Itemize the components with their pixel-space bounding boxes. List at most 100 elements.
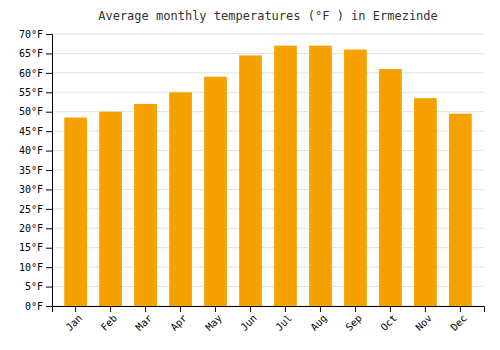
tick-mark (250, 306, 251, 312)
tick-label: Jun (238, 312, 259, 333)
tick-mark (46, 306, 52, 307)
tick-mark (46, 151, 52, 152)
tick-mark (46, 131, 52, 132)
tick-label: 5°F (25, 281, 43, 292)
tick-label: 45°F (19, 126, 43, 137)
tick-mark (46, 267, 52, 268)
tick: 60°F (19, 68, 52, 79)
tick: Oct (378, 306, 399, 333)
tick-mark (145, 306, 146, 312)
bars (64, 46, 472, 306)
tick-mark (75, 306, 76, 312)
tick: 0°F (25, 301, 52, 312)
tick-mark (46, 92, 52, 93)
tick: May (203, 306, 224, 333)
plot: 0°F 5°F 10°F 15°F 20°F 25°F 30°F 35°F 40°F 45°F 50… (19, 29, 485, 333)
tick-mark (46, 228, 52, 229)
tick: 5°F (25, 281, 52, 292)
tick: 10°F (19, 262, 52, 273)
tick-mark (285, 306, 286, 312)
bar (99, 112, 122, 306)
tick: Dec (448, 306, 469, 333)
tick: Sep (343, 306, 364, 333)
tick: 20°F (19, 223, 52, 234)
tick: Nov (413, 306, 434, 333)
axis-line (53, 307, 485, 313)
tick-label: 10°F (19, 262, 43, 273)
title: Average monthly temperatures (°F ) in Er… (98, 9, 438, 23)
tick: 70°F (19, 29, 52, 40)
tick: 55°F (19, 87, 52, 98)
y-axis: 0°F 5°F 10°F 15°F 20°F 25°F 30°F 35°F 40°F 45°F 50… (19, 29, 53, 312)
tick: Apr (168, 306, 189, 333)
tick-label: Apr (168, 312, 189, 333)
tick: 50°F (19, 106, 52, 117)
tick-mark (46, 189, 52, 190)
tick: Jan (64, 306, 85, 333)
tick: 65°F (19, 48, 52, 59)
tick-label: 55°F (19, 87, 43, 98)
grid-line (52, 53, 484, 54)
tick-mark (46, 209, 52, 210)
tick-mark (46, 112, 52, 113)
bar (204, 77, 227, 306)
tick-mark (110, 306, 111, 312)
tick: 25°F (19, 204, 52, 215)
tick-mark (46, 73, 52, 74)
tick-mark (355, 306, 356, 312)
tick-mark (46, 34, 52, 35)
tick: Aug (308, 306, 329, 333)
tick-mark (215, 306, 216, 312)
tick-mark (320, 306, 321, 312)
tick-label: 40°F (19, 145, 43, 156)
grid-line (52, 92, 484, 93)
tick-label: 35°F (19, 165, 43, 176)
tick-label: 60°F (19, 68, 43, 79)
tick-mark (390, 306, 391, 312)
tick: 40°F (19, 145, 52, 156)
tick-label: 25°F (19, 204, 43, 215)
tick-label: 15°F (19, 242, 43, 253)
tick-label: Oct (378, 312, 399, 333)
tick-label: 50°F (19, 106, 43, 117)
tick: 30°F (19, 184, 52, 195)
tick-label: 30°F (19, 184, 43, 195)
tick-label: May (203, 312, 224, 333)
tick: 45°F (19, 126, 52, 137)
tick-mark (460, 306, 461, 312)
bar (344, 50, 367, 306)
grid-line (52, 72, 484, 73)
x-axis: Jan Feb Mar Apr May Jun Jul Aug Sep Oct Nov Dec (53, 306, 485, 333)
tick-label: Dec (448, 312, 469, 333)
bar (64, 118, 87, 306)
tick-mark (46, 53, 52, 54)
tick: Feb (99, 306, 120, 333)
tick-mark (180, 306, 181, 312)
tick-label: 65°F (19, 48, 43, 59)
tick-mark (46, 170, 52, 171)
tick-label: Aug (308, 312, 329, 333)
tick-label: Jul (273, 312, 294, 333)
tick: 35°F (19, 165, 52, 176)
tick: 15°F (19, 242, 52, 253)
tick-mark (46, 248, 52, 249)
tick-label: Jan (64, 312, 85, 333)
tick-label: 0°F (25, 301, 43, 312)
bar (414, 98, 437, 306)
grid (52, 34, 484, 306)
bar (134, 104, 157, 306)
bar (274, 46, 297, 306)
bar (239, 55, 262, 306)
bar (379, 69, 402, 306)
tick: Jul (273, 306, 294, 333)
bar (449, 114, 472, 306)
tick-label: Sep (343, 312, 364, 333)
grid-line (52, 34, 484, 35)
tick-mark (46, 287, 52, 288)
tick-label: 20°F (19, 223, 43, 234)
tick-label: Mar (134, 312, 155, 333)
axis-line (46, 35, 53, 307)
bar (309, 46, 332, 306)
tick: Mar (134, 306, 155, 333)
chart: 0°F 5°F 10°F 15°F 20°F 25°F 30°F 35°F 40°F 45°F 50… (0, 0, 500, 350)
